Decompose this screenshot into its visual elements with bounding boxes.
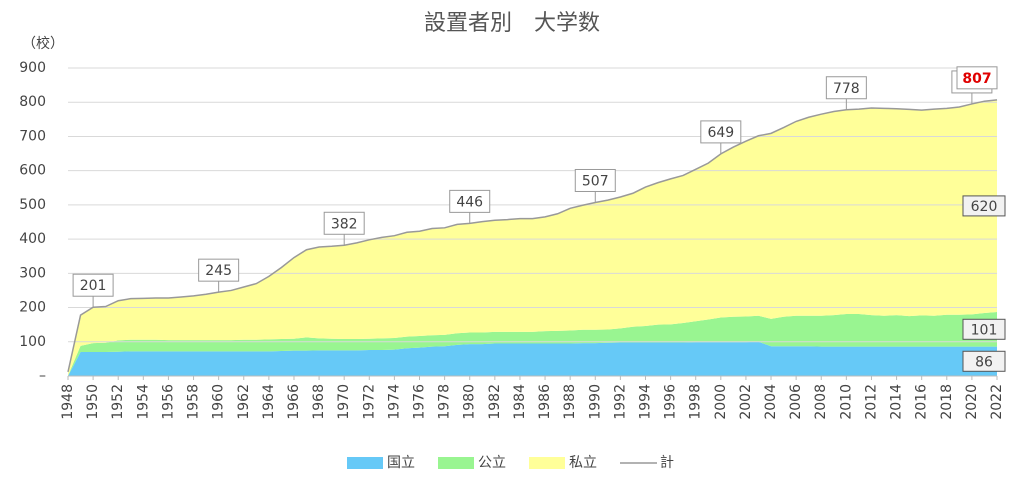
x-tick-label: 2018 xyxy=(939,384,955,420)
y-tick-label: 100 xyxy=(19,334,46,350)
legend-label: 公立 xyxy=(478,455,506,471)
data-label: 507 xyxy=(582,173,609,189)
x-tick-label: 2000 xyxy=(713,384,729,420)
data-label: 201 xyxy=(80,278,107,294)
x-tick-label: 1956 xyxy=(160,384,176,420)
x-tick-label: 1966 xyxy=(286,384,302,420)
x-tick-label: 1998 xyxy=(688,384,704,420)
label-box xyxy=(72,273,114,297)
x-tick-label: 1960 xyxy=(211,384,227,420)
x-tick-label: 2020 xyxy=(964,384,980,420)
legend-label: 私立 xyxy=(569,455,597,471)
data-label: 778 xyxy=(833,81,860,97)
label-box xyxy=(449,189,491,213)
label-box xyxy=(198,258,240,282)
label-box xyxy=(956,66,998,90)
legend-swatch xyxy=(529,457,565,469)
area xyxy=(68,312,997,376)
label-box xyxy=(323,211,365,235)
end-label: 101 xyxy=(971,322,998,338)
end-label: 86 xyxy=(975,354,993,370)
x-tick-label: 2014 xyxy=(889,384,905,420)
area xyxy=(68,341,997,376)
data-label: 245 xyxy=(205,263,232,279)
x-tick-label: 1992 xyxy=(612,384,628,420)
areas xyxy=(68,99,997,376)
x-tick-label: 2010 xyxy=(838,384,854,420)
y-tick-label: 900 xyxy=(19,60,46,76)
x-tick-label: 1972 xyxy=(361,384,377,420)
x-tick-label: 1974 xyxy=(386,384,402,420)
end-label: 620 xyxy=(971,199,998,215)
y-tick-label: 300 xyxy=(19,265,46,281)
x-tick-label: 2008 xyxy=(813,384,829,420)
x-tick-label: 1954 xyxy=(135,384,151,420)
end-label-box xyxy=(962,195,1006,217)
x-tick-label: 2022 xyxy=(989,384,1005,420)
y-tick-label: 700 xyxy=(19,128,46,144)
y-tick-label: 600 xyxy=(19,163,46,179)
legend-swatch xyxy=(347,457,383,469)
x-tick-label: 1978 xyxy=(437,384,453,420)
x-tick-label: 1948 xyxy=(60,384,76,420)
x-tick-label: 1980 xyxy=(462,384,478,420)
y-tick-label: 500 xyxy=(19,197,46,213)
x-tick-label: 1952 xyxy=(110,384,126,420)
label-box xyxy=(700,120,742,144)
total-line xyxy=(67,99,998,373)
area xyxy=(68,99,997,376)
y-unit: （校） xyxy=(22,35,64,52)
x-tick-label: 1962 xyxy=(236,384,252,420)
x-tick-label: 2004 xyxy=(763,384,779,420)
data-label: 807 xyxy=(962,71,991,87)
end-label-box xyxy=(962,318,1006,340)
x-tick-label: 1968 xyxy=(311,384,327,420)
label-box xyxy=(825,76,867,100)
x-tick-label: 1988 xyxy=(562,384,578,420)
data-label: 649 xyxy=(707,125,734,141)
y-tick-label: 800 xyxy=(19,94,46,110)
x-tick-label: 1982 xyxy=(487,384,503,420)
x-tick-label: 2006 xyxy=(788,384,804,420)
x-tick-label: 2002 xyxy=(738,384,754,420)
x-tick-label: 1970 xyxy=(336,384,352,420)
legend-label: 国立 xyxy=(387,455,415,471)
data-label: 382 xyxy=(331,216,358,232)
x-tick-label: 1950 xyxy=(85,384,101,420)
label-box xyxy=(574,168,616,192)
x-tick-label: 1994 xyxy=(637,384,653,420)
x-tick-label: 2012 xyxy=(863,384,879,420)
x-tick-label: 1958 xyxy=(186,384,202,420)
x-tick-label: 1990 xyxy=(587,384,603,420)
x-tick-label: 2016 xyxy=(914,384,930,420)
y-tick-label: – xyxy=(39,368,46,384)
x-tick-label: 1964 xyxy=(261,384,277,420)
x-tick-label: 1976 xyxy=(412,384,428,420)
x-tick-label: 1996 xyxy=(663,384,679,420)
chart-title: 設置者別 大学数 xyxy=(424,11,600,36)
y-tick-label: 200 xyxy=(19,300,46,316)
x-tick-label: 1986 xyxy=(537,384,553,420)
y-tick-label: 400 xyxy=(19,231,46,247)
x-tick-label: 1984 xyxy=(512,384,528,420)
legend-swatch xyxy=(438,457,474,469)
legend-label: 計 xyxy=(660,455,674,471)
data-label: 446 xyxy=(456,194,483,210)
end-label-box xyxy=(962,350,1006,372)
